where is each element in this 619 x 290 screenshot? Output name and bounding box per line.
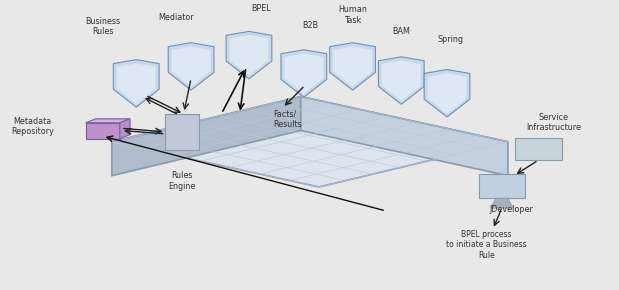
Text: Service
Infrastructure: Service Infrastructure — [526, 113, 581, 132]
Polygon shape — [330, 43, 375, 90]
Text: BAM: BAM — [392, 27, 410, 36]
Text: B2B: B2B — [302, 21, 318, 30]
Text: Human
Task: Human Task — [338, 5, 367, 25]
Polygon shape — [301, 97, 508, 176]
Text: JDeveloper: JDeveloper — [489, 205, 533, 214]
Polygon shape — [120, 119, 130, 139]
Polygon shape — [226, 31, 272, 79]
Polygon shape — [230, 35, 269, 76]
Text: Rules
Engine: Rules Engine — [168, 171, 196, 191]
Text: Facts/
Results: Facts/ Results — [274, 110, 302, 129]
Polygon shape — [117, 64, 155, 104]
Text: Mediator: Mediator — [158, 13, 194, 22]
Polygon shape — [515, 137, 561, 160]
Polygon shape — [113, 60, 159, 107]
Polygon shape — [171, 47, 210, 87]
Text: BPEL: BPEL — [251, 4, 271, 13]
Polygon shape — [333, 47, 372, 87]
Text: Spring: Spring — [437, 35, 463, 44]
Polygon shape — [85, 119, 130, 123]
Polygon shape — [284, 54, 323, 94]
Polygon shape — [112, 97, 301, 176]
Polygon shape — [424, 70, 470, 117]
Text: Business
Rules: Business Rules — [85, 17, 120, 36]
Text: Metadata
Repository: Metadata Repository — [11, 117, 54, 136]
Polygon shape — [85, 123, 120, 139]
Polygon shape — [382, 61, 421, 101]
Polygon shape — [281, 50, 327, 97]
Polygon shape — [165, 114, 199, 150]
Text: BPEL process
to initiate a Business
Rule: BPEL process to initiate a Business Rule — [446, 230, 527, 260]
Polygon shape — [491, 198, 513, 208]
Polygon shape — [112, 97, 508, 187]
Polygon shape — [378, 57, 424, 104]
Polygon shape — [168, 43, 214, 90]
Polygon shape — [478, 174, 525, 198]
Polygon shape — [428, 73, 467, 114]
